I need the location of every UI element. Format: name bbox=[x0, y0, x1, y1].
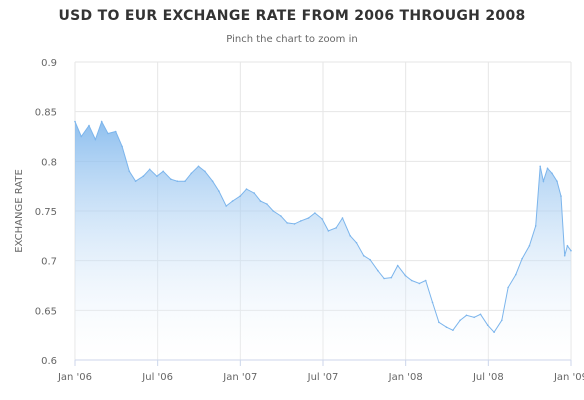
data-point bbox=[396, 264, 399, 267]
data-point bbox=[355, 242, 358, 244]
data-point bbox=[369, 258, 371, 261]
data-point bbox=[362, 254, 365, 257]
data-point bbox=[176, 180, 179, 182]
y-tick-label: 0.7 bbox=[41, 257, 57, 268]
data-point bbox=[377, 269, 379, 272]
y-tick-label: 0.8 bbox=[41, 157, 57, 168]
data-point bbox=[539, 165, 541, 168]
y-tick-label: 0.85 bbox=[35, 108, 57, 119]
data-point bbox=[253, 192, 255, 194]
data-point bbox=[114, 130, 117, 133]
data-point bbox=[390, 276, 393, 279]
x-tick-label: Jan '07 bbox=[222, 372, 257, 383]
data-point bbox=[438, 321, 440, 324]
data-point bbox=[486, 324, 489, 327]
data-point bbox=[231, 200, 234, 202]
data-point bbox=[148, 168, 151, 171]
data-point bbox=[335, 227, 337, 229]
data-point bbox=[410, 279, 413, 282]
data-point bbox=[245, 188, 248, 190]
data-point bbox=[134, 180, 137, 182]
data-point bbox=[225, 205, 227, 207]
chart-subtitle: Pinch the chart to zoom in bbox=[226, 34, 358, 45]
axes: 0.6 0.65 0.7 0.75 0.8 0.85 0.9 Jan '06 Jul '06 Ja… bbox=[35, 58, 584, 383]
data-point bbox=[142, 175, 145, 177]
data-point bbox=[341, 217, 344, 219]
data-point bbox=[128, 170, 131, 173]
chart-title: USD TO EUR EXCHANGE RATE FROM 2006 THROU… bbox=[58, 8, 526, 24]
data-point bbox=[528, 245, 531, 247]
data-point bbox=[170, 178, 172, 180]
data-point bbox=[465, 314, 468, 317]
data-point bbox=[218, 190, 220, 192]
data-point bbox=[204, 170, 206, 173]
data-point bbox=[80, 135, 83, 138]
data-point bbox=[566, 245, 569, 247]
data-point bbox=[570, 249, 572, 252]
data-point bbox=[266, 203, 268, 205]
data-point bbox=[280, 215, 282, 217]
data-point bbox=[383, 277, 385, 280]
x-tick-label: Jan '06 bbox=[57, 372, 92, 383]
data-point bbox=[307, 217, 310, 219]
data-point bbox=[156, 175, 158, 177]
x-tick-label: Jan '09 bbox=[553, 372, 584, 383]
y-tick-label: 0.65 bbox=[35, 306, 57, 317]
data-point bbox=[418, 282, 421, 285]
data-point bbox=[445, 326, 448, 329]
data-point bbox=[190, 172, 193, 175]
data-point bbox=[74, 120, 76, 123]
data-point bbox=[507, 286, 509, 289]
data-point bbox=[327, 230, 330, 232]
y-tick-label: 0.75 bbox=[35, 207, 57, 218]
data-point bbox=[459, 319, 461, 322]
data-point bbox=[314, 212, 316, 214]
data-point bbox=[560, 195, 562, 197]
x-tick-label: Jul '08 bbox=[472, 372, 504, 383]
data-point bbox=[501, 319, 503, 322]
data-point bbox=[293, 223, 296, 225]
y-tick-label: 0.6 bbox=[41, 356, 57, 367]
data-point bbox=[546, 167, 549, 170]
data-point bbox=[184, 180, 186, 182]
data-point bbox=[286, 222, 289, 224]
x-tick-label: Jul '07 bbox=[307, 372, 339, 383]
data-point bbox=[88, 124, 90, 127]
data-point bbox=[563, 254, 566, 257]
data-point bbox=[452, 329, 454, 332]
data-point bbox=[121, 145, 123, 148]
data-point bbox=[211, 180, 214, 182]
y-tick-label: 0.9 bbox=[41, 58, 57, 69]
data-point bbox=[515, 273, 517, 276]
data-point bbox=[431, 301, 434, 304]
data-point bbox=[534, 225, 537, 227]
data-point bbox=[404, 274, 407, 277]
data-point bbox=[542, 180, 545, 182]
data-point bbox=[493, 331, 495, 334]
data-point bbox=[107, 132, 109, 135]
data-point bbox=[424, 279, 427, 282]
data-point bbox=[300, 220, 302, 222]
x-tick-label: Jan '08 bbox=[388, 372, 423, 383]
data-point bbox=[479, 313, 482, 316]
data-point bbox=[521, 257, 523, 260]
data-point bbox=[239, 195, 241, 197]
data-point bbox=[162, 170, 164, 173]
data-point bbox=[473, 316, 476, 319]
data-point bbox=[321, 218, 323, 220]
series-area bbox=[74, 120, 572, 360]
data-point bbox=[272, 210, 275, 212]
data-point bbox=[100, 120, 103, 123]
data-point bbox=[556, 180, 558, 182]
series-area-fill bbox=[75, 121, 571, 360]
data-point bbox=[94, 138, 97, 141]
data-point bbox=[197, 165, 200, 168]
data-point bbox=[349, 235, 352, 237]
y-axis-title: EXCHANGE RATE bbox=[14, 169, 25, 253]
x-tick-label: Jul '06 bbox=[141, 372, 173, 383]
data-point bbox=[551, 172, 553, 175]
data-point bbox=[259, 200, 262, 202]
